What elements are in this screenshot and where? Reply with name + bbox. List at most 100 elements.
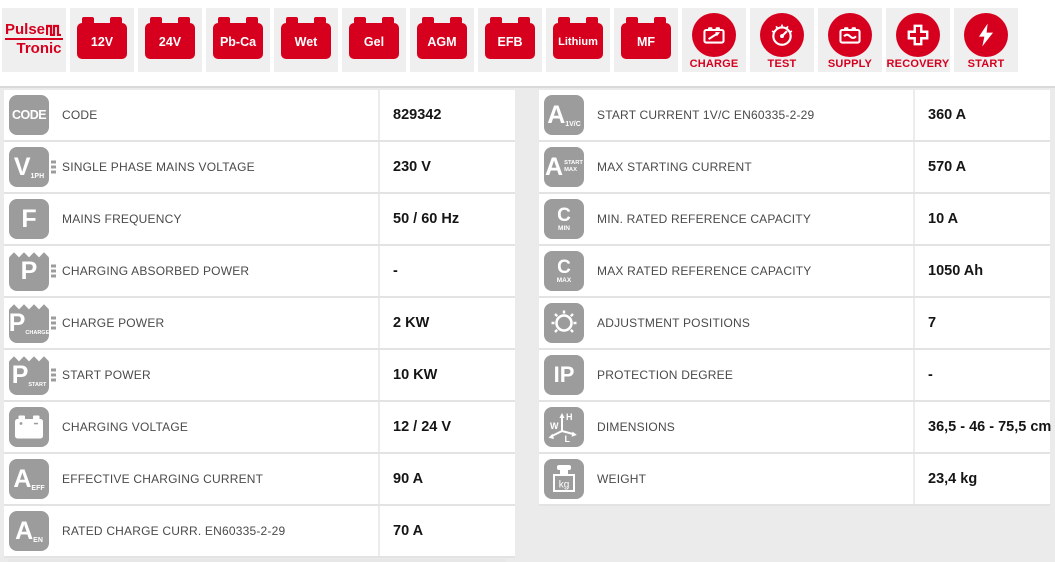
spec-table-right: A 1V/C START CURRENT 1V/C EN60335-2-29 3…	[539, 90, 1052, 506]
spec-value: 10 A	[928, 211, 959, 227]
battery-badge-pbca: Pb-Ca	[206, 8, 270, 72]
function-badge-label: SUPPLY	[827, 58, 873, 70]
dimensions-icon: W H L	[544, 407, 584, 447]
spec-label: START CURRENT 1V/C EN60335-2-29	[597, 108, 815, 122]
charge-icon	[692, 13, 736, 57]
spec-label: EFFECTIVE CHARGING CURRENT	[62, 472, 264, 486]
spec-value: 36,5 - 46 - 75,5 cm	[928, 419, 1052, 435]
battery-badge-label: Lithium	[558, 35, 598, 48]
battery-badge-lithium: Lithium	[546, 8, 610, 72]
header-bar: Pulse Tronic 12V 24V Pb-Ca Wet	[0, 0, 1055, 88]
spec-label: DIMENSIONS	[597, 420, 676, 434]
battery-shape-icon: Lithium	[553, 17, 603, 59]
rated-current-icon: A EN	[9, 511, 49, 551]
spec-label: START POWER	[62, 368, 151, 382]
start-icon	[964, 13, 1008, 57]
spec-value: 7	[928, 315, 937, 331]
single-phase-voltage-icon: V 1PH	[9, 147, 49, 187]
battery-badge-label: 24V	[158, 34, 182, 49]
adjustment-positions-icon	[544, 303, 584, 343]
start-power-icon: P START	[9, 356, 49, 395]
spec-value: 50 / 60 Hz	[393, 211, 460, 227]
function-badge-label: TEST	[767, 58, 797, 70]
spec-label: CODE	[62, 108, 98, 122]
spec-label: MIN. RATED REFERENCE CAPACITY	[597, 212, 812, 226]
function-badge-label: CHARGE	[689, 58, 739, 70]
battery-badge-gel: Gel	[342, 8, 406, 72]
spec-row-max-capacity: C MAX MAX RATED REFERENCE CAPACITY 1050 …	[539, 246, 1050, 298]
spec-row-rated-current: A EN RATED CHARGE CURR. EN60335-2-29 70 …	[4, 506, 515, 558]
battery-shape-icon: Gel	[349, 17, 399, 59]
charge-power-icon: P CHARGE	[9, 304, 49, 343]
spec-label: SINGLE PHASE MAINS VOLTAGE	[62, 160, 255, 174]
badge-marks	[51, 316, 56, 330]
supply-icon	[828, 13, 872, 57]
weight-icon: kg	[544, 459, 584, 499]
spec-label: ADJUSTMENT POSITIONS	[597, 316, 751, 330]
spec-label: MAINS FREQUENCY	[62, 212, 182, 226]
brand-logo-line1: Pulse	[4, 21, 64, 41]
spec-row-absorbed-power: P CHARGING ABSORBED POWER -	[4, 246, 515, 298]
spec-row-protection-degree: IP PROTECTION DEGREE -	[539, 350, 1050, 402]
battery-badge-agm: AGM	[410, 8, 474, 72]
function-badge-label: RECOVERY	[886, 58, 950, 70]
spec-row-min-capacity: C MIN MIN. RATED REFERENCE CAPACITY 10 A	[539, 194, 1050, 246]
spec-value: 10 KW	[393, 367, 438, 383]
function-badge-start: START	[954, 8, 1018, 72]
spec-row-max-starting-current: A START MAX MAX STARTING CURRENT 570 A	[539, 142, 1050, 194]
spec-value: 12 / 24 V	[393, 419, 452, 435]
battery-badge-12v: 12V	[70, 8, 134, 72]
brand-name-pulse: Pulse	[4, 21, 46, 39]
svg-text:H: H	[566, 412, 573, 422]
spec-value: 2 KW	[393, 315, 430, 331]
spec-table-left: CODE CODE 829342 V 1PH SINGLE PHASE MAIN…	[4, 90, 515, 558]
battery-badge-24v: 24V	[138, 8, 202, 72]
svg-text:kg: kg	[559, 480, 570, 491]
svg-text:L: L	[565, 434, 571, 444]
battery-badge-mf: MF	[614, 8, 678, 72]
battery-shape-icon: AGM	[417, 17, 467, 59]
spec-value: 360 A	[928, 107, 967, 123]
protection-degree-icon: IP	[544, 355, 584, 395]
spec-label: CHARGING ABSORBED POWER	[62, 264, 250, 278]
battery-shape-icon: 24V	[145, 17, 195, 59]
code-icon: CODE	[9, 95, 49, 135]
function-badge-charge: CHARGE	[682, 8, 746, 72]
badge-marks	[51, 264, 56, 278]
spec-row-charging-voltage: CHARGING VOLTAGE 12 / 24 V	[4, 402, 515, 454]
spec-label: RATED CHARGE CURR. EN60335-2-29	[62, 524, 286, 538]
battery-badge-label: Gel	[363, 34, 385, 49]
pulse-wave-icon	[46, 25, 62, 37]
spec-row-mains-voltage: V 1PH SINGLE PHASE MAINS VOLTAGE 230 V	[4, 142, 515, 194]
start-current-icon: A 1V/C	[544, 95, 584, 135]
spec-row-code: CODE CODE 829342	[4, 90, 515, 142]
test-icon	[760, 13, 804, 57]
battery-badge-label: 12V	[90, 34, 114, 49]
svg-text:W: W	[550, 421, 559, 431]
spec-value: 230 V	[393, 159, 431, 175]
spec-row-charge-power: P CHARGE CHARGE POWER 2 KW	[4, 298, 515, 350]
recovery-icon	[896, 13, 940, 57]
battery-badge-label: AGM	[427, 34, 457, 49]
max-starting-current-icon: A START MAX	[544, 147, 584, 187]
effective-current-icon: A EFF	[9, 459, 49, 499]
battery-shape-icon: EFB	[485, 17, 535, 59]
function-badge-label: START	[967, 58, 1005, 70]
spec-label: CHARGING VOLTAGE	[62, 420, 189, 434]
spec-value: -	[928, 367, 933, 383]
spec-value: 570 A	[928, 159, 967, 175]
spec-value: 829342	[393, 107, 442, 123]
spec-row-start-current: A 1V/C START CURRENT 1V/C EN60335-2-29 3…	[539, 90, 1050, 142]
battery-badge-label: Pb-Ca	[219, 34, 257, 49]
battery-badge-label: Wet	[294, 34, 318, 49]
spec-value: 23,4 kg	[928, 471, 978, 487]
spec-value: -	[393, 263, 398, 279]
spec-row-dimensions: W H L DIMENSIONS 36,5 - 46 - 75,5 cm	[539, 402, 1052, 454]
battery-shape-icon: Pb-Ca	[213, 17, 263, 59]
battery-badge-wet: Wet	[274, 8, 338, 72]
battery-badge-label: EFB	[497, 34, 523, 49]
badge-strip: Pulse Tronic 12V 24V Pb-Ca Wet	[2, 8, 1018, 72]
badge-marks	[51, 368, 56, 382]
battery-shape-icon: MF	[621, 17, 671, 59]
spec-row-effective-current: A EFF EFFECTIVE CHARGING CURRENT 90 A	[4, 454, 515, 506]
